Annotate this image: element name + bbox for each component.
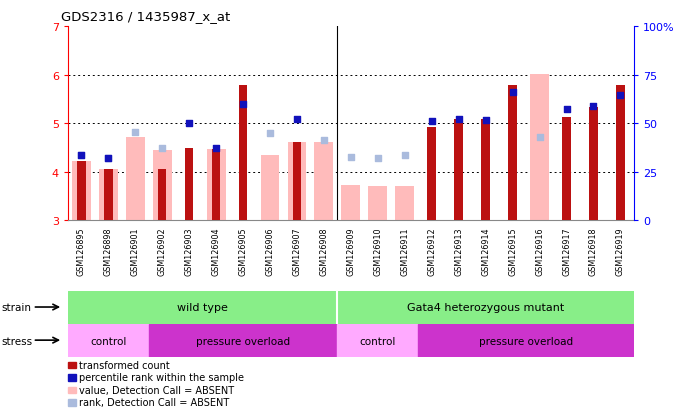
Text: pressure overload: pressure overload <box>196 336 290 346</box>
Text: Gata4 heterozygous mutant: Gata4 heterozygous mutant <box>407 303 564 313</box>
Point <box>157 146 167 152</box>
Bar <box>185 149 193 221</box>
Text: GSM126907: GSM126907 <box>292 227 302 275</box>
Text: value, Detection Call = ABSENT: value, Detection Call = ABSENT <box>79 385 235 395</box>
Point <box>426 118 437 125</box>
Bar <box>153 151 172 221</box>
Text: GSM126913: GSM126913 <box>454 227 463 275</box>
Point <box>292 117 302 123</box>
Bar <box>158 170 167 221</box>
Bar <box>315 142 334 221</box>
Text: control: control <box>359 336 396 346</box>
Bar <box>427 128 436 221</box>
Text: GSM126905: GSM126905 <box>239 227 247 275</box>
Bar <box>616 86 624 221</box>
Point <box>184 121 195 127</box>
Bar <box>293 142 301 221</box>
Point <box>211 146 222 152</box>
Point <box>615 93 626 99</box>
Point <box>76 152 87 159</box>
Text: GSM126914: GSM126914 <box>481 227 490 275</box>
Bar <box>342 186 360 221</box>
Text: GSM126917: GSM126917 <box>562 227 571 275</box>
Point <box>237 101 248 108</box>
Text: GSM126909: GSM126909 <box>346 227 355 275</box>
Text: GSM126918: GSM126918 <box>589 227 598 275</box>
Point <box>103 156 114 162</box>
Text: rank, Detection Call = ABSENT: rank, Detection Call = ABSENT <box>79 397 230 407</box>
Point <box>129 129 140 136</box>
Point <box>454 117 464 123</box>
Point <box>507 89 518 96</box>
Bar <box>368 187 387 221</box>
Text: GDS2316 / 1435987_x_at: GDS2316 / 1435987_x_at <box>61 10 231 23</box>
Point <box>561 106 572 113</box>
Text: stress: stress <box>1 336 33 346</box>
Text: GSM126898: GSM126898 <box>104 227 113 275</box>
Bar <box>395 187 414 221</box>
Bar <box>530 74 549 221</box>
Bar <box>239 86 247 221</box>
Bar <box>99 170 118 221</box>
Text: GSM126910: GSM126910 <box>374 227 382 275</box>
Text: GSM126901: GSM126901 <box>131 227 140 275</box>
Point <box>345 154 357 161</box>
Point <box>588 104 599 110</box>
Bar <box>338 291 634 324</box>
Bar <box>68 291 338 324</box>
Text: strain: strain <box>1 303 31 313</box>
Text: wild type: wild type <box>177 303 228 313</box>
Text: GSM126919: GSM126919 <box>616 227 625 275</box>
Bar <box>125 138 144 221</box>
Bar <box>481 119 490 221</box>
Bar <box>212 150 220 221</box>
Point <box>372 156 383 162</box>
Bar <box>68 324 148 357</box>
Bar <box>148 324 338 357</box>
Text: GSM126916: GSM126916 <box>535 227 544 275</box>
Point <box>534 134 545 141</box>
Point <box>399 152 410 159</box>
Text: GSM126895: GSM126895 <box>77 227 86 275</box>
Bar <box>77 162 85 221</box>
Bar <box>454 119 463 221</box>
Text: GSM126912: GSM126912 <box>427 227 436 275</box>
Point <box>319 138 330 144</box>
Bar <box>562 118 571 221</box>
Text: control: control <box>90 336 126 346</box>
Bar <box>260 155 279 221</box>
Text: pressure overload: pressure overload <box>479 336 573 346</box>
Bar <box>418 324 634 357</box>
Text: GSM126908: GSM126908 <box>319 227 328 275</box>
Text: GSM126904: GSM126904 <box>212 227 220 275</box>
Text: GSM126903: GSM126903 <box>184 227 194 275</box>
Point <box>76 152 87 159</box>
Text: transformed count: transformed count <box>79 360 170 370</box>
Text: GSM126906: GSM126906 <box>266 227 275 275</box>
Point <box>480 118 491 124</box>
Bar <box>338 324 418 357</box>
Bar <box>287 142 306 221</box>
Bar <box>72 162 91 221</box>
Text: GSM126902: GSM126902 <box>158 227 167 275</box>
Point <box>103 156 114 162</box>
Bar <box>207 150 226 221</box>
Text: GSM126915: GSM126915 <box>508 227 517 275</box>
Bar <box>508 85 517 221</box>
Bar <box>589 108 598 221</box>
Point <box>264 131 275 137</box>
Text: percentile rank within the sample: percentile rank within the sample <box>79 373 244 382</box>
Text: GSM126911: GSM126911 <box>400 227 410 275</box>
Bar <box>104 170 113 221</box>
